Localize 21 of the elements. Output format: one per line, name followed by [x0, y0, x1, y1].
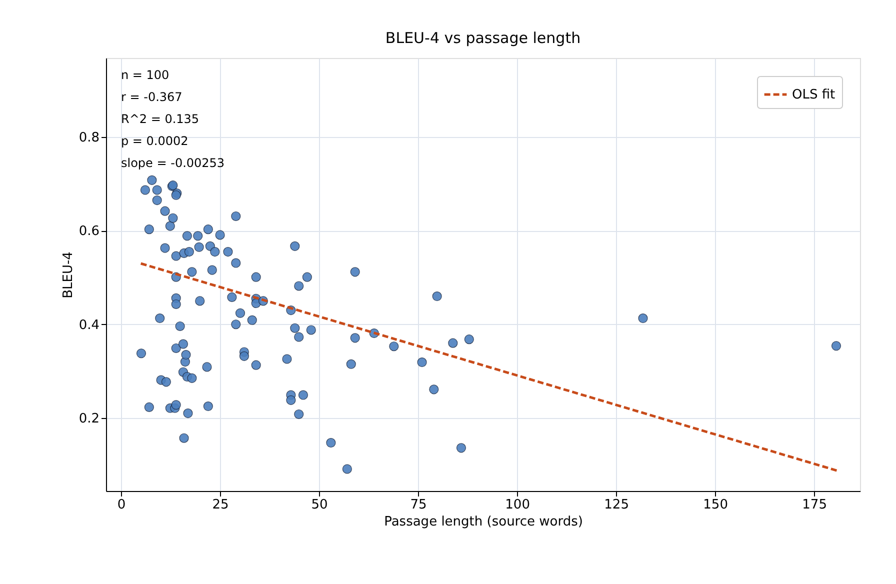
x-tick-label: 150 [703, 498, 728, 512]
y-tick-label: 0.6 [78, 224, 100, 240]
y-tick-label: 0.8 [78, 130, 100, 146]
x-tick-label: 75 [410, 498, 427, 512]
x-tick-label: 0 [117, 498, 126, 512]
y-tick-label: 0.2 [78, 411, 100, 426]
y-tick-label: 0.4 [78, 318, 100, 333]
annotation: p = 0.0002 [121, 134, 188, 148]
annotation: slope = -0.00253 [121, 156, 225, 170]
x-axis-title: Passage length (source words) [384, 514, 583, 530]
x-tick-label: 175 [802, 498, 827, 512]
y-axis-title: BLEU-4 [60, 252, 76, 298]
x-tick-label: 100 [505, 498, 530, 512]
x-tick-label: 25 [212, 498, 229, 512]
x-tick-label: 50 [311, 498, 328, 512]
legend-label: OLS fit [792, 88, 836, 102]
annotation: r = -0.367 [121, 90, 182, 104]
x-tick-label: 125 [604, 498, 629, 512]
annotation: R^2 = 0.135 [121, 112, 200, 126]
chart-title: BLEU-4 vs passage length [385, 29, 581, 47]
annotation: n = 100 [121, 68, 170, 82]
